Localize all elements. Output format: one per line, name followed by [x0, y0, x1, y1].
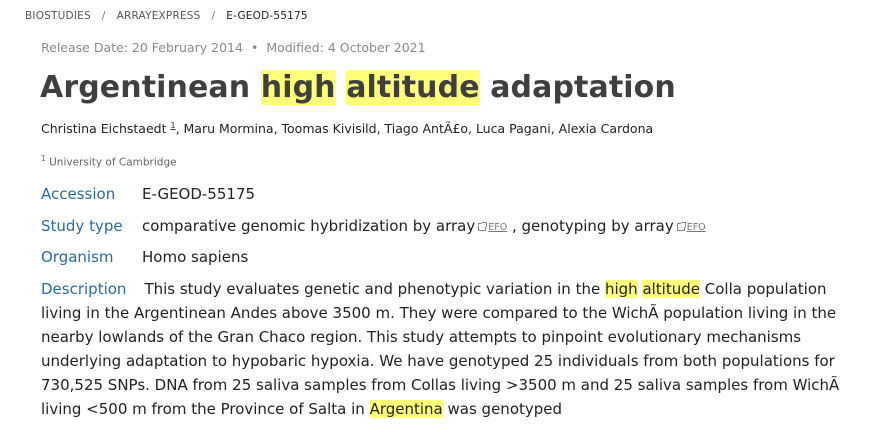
study-type-separator: , — [507, 217, 522, 235]
accession-value: E-GEOD-55175 — [142, 185, 256, 203]
author-list: Christina Eichstaedt 1, Maru Mormina, To… — [41, 121, 653, 136]
efo-label: EFO — [488, 222, 508, 233]
release-info: Release Date: 20 February 2014 • Modified:… — [41, 40, 426, 55]
affiliation-number: 1 — [41, 154, 46, 163]
external-link-icon — [478, 222, 488, 231]
external-link-icon — [676, 222, 686, 231]
author-rest: , Maru Mormina, Toomas Kivisild, Tiago A… — [175, 121, 654, 137]
title-highlight-high: high — [260, 70, 336, 105]
title-space — [336, 70, 347, 105]
study-type-value: comparative genomic hybridization by arr… — [142, 214, 706, 240]
description-highlight-argentina: Argentina — [369, 400, 443, 418]
breadcrumb-arrayexpress[interactable]: ARRAYEXPRESS — [116, 10, 201, 22]
affiliation-name: University of Cambridge — [49, 156, 177, 169]
title-highlight-altitude: altitude — [346, 70, 480, 105]
author-first: Christina Eichstaedt — [41, 121, 167, 137]
description-block: Description This study evaluates genetic … — [41, 277, 871, 421]
description-text-2: Colla population living in the Argentine… — [41, 280, 840, 418]
organism-label: Organism — [41, 248, 114, 266]
description-label: Description — [41, 280, 127, 298]
description-highlight-high: high — [604, 280, 638, 298]
organism-value: Homo sapiens — [142, 248, 249, 266]
study-type-cgh: comparative genomic hybridization by arr… — [142, 217, 476, 235]
breadcrumb: BIOSTUDIES / ARRAYEXPRESS / E-GEOD-55175 — [25, 10, 308, 22]
author-affiliation-ref[interactable]: 1 — [170, 121, 176, 130]
modified-date: Modified: 4 October 2021 — [266, 40, 426, 55]
description-highlight-altitude: altitude — [642, 280, 700, 298]
breadcrumb-separator: / — [211, 10, 216, 22]
breadcrumb-separator: / — [101, 10, 106, 22]
description-text-1: This study evaluates genetic and phenoty… — [144, 280, 605, 298]
study-type-genotyping: genotyping by array — [521, 217, 674, 235]
title-text-end: adaptation — [479, 70, 676, 105]
efo-link-genotyping[interactable]: EFO — [676, 216, 706, 240]
release-separator-dot: • — [250, 40, 259, 55]
accession-label: Accession — [41, 185, 116, 203]
breadcrumb-biostudies[interactable]: BIOSTUDIES — [25, 10, 91, 22]
title-text: Argentinean — [40, 70, 261, 105]
efo-link-cgh[interactable]: EFO — [478, 216, 507, 240]
description-text-3: was genotyped — [442, 400, 563, 418]
breadcrumb-current: E-GEOD-55175 — [226, 10, 308, 22]
page-title: Argentinean high altitude adaptation — [40, 70, 676, 105]
study-type-label: Study type — [41, 217, 123, 235]
affiliation: 1 University of Cambridge — [41, 154, 177, 169]
release-date: Release Date: 20 February 2014 — [41, 40, 243, 55]
efo-label: EFO — [686, 222, 706, 233]
